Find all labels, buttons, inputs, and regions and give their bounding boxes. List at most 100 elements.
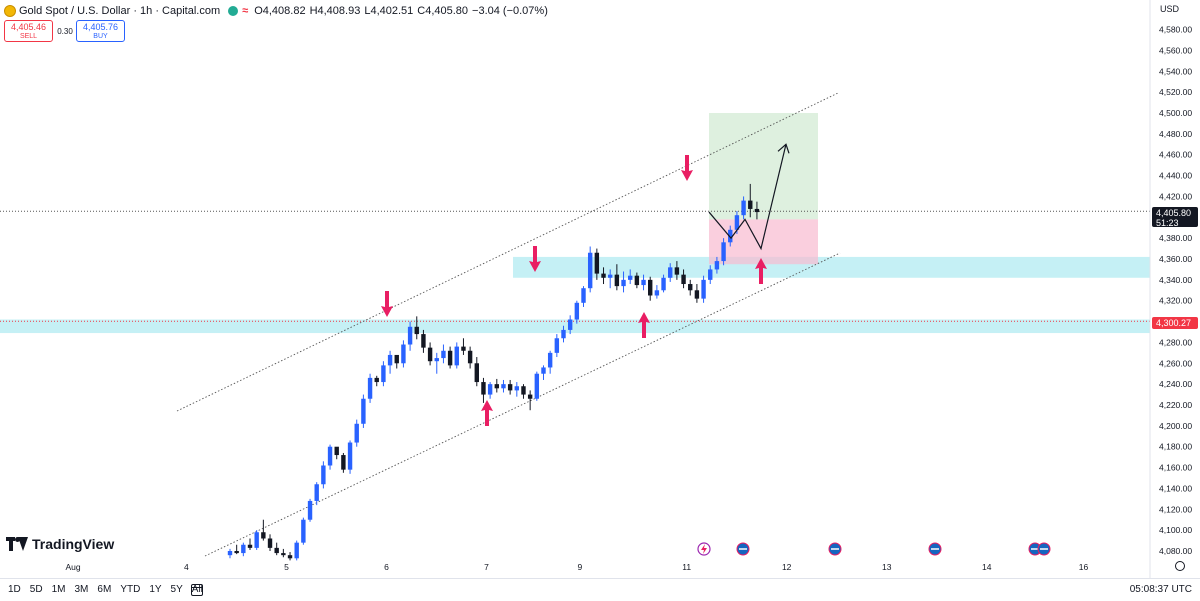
price-tick-label: 4,520.00 bbox=[1159, 87, 1192, 97]
candle-body bbox=[574, 302, 580, 320]
currency-selector[interactable]: USD bbox=[1160, 4, 1180, 14]
ohlc-low: L4,402.51 bbox=[364, 5, 414, 17]
price-tick-label: 4,260.00 bbox=[1159, 358, 1192, 368]
tradingview-mark-icon bbox=[6, 537, 28, 551]
candle-body bbox=[661, 277, 666, 291]
price-tick-label: 4,320.00 bbox=[1159, 296, 1192, 306]
price-axis-bg bbox=[1150, 0, 1200, 578]
price-tick-label: 4,540.00 bbox=[1159, 66, 1192, 76]
candles-layer bbox=[227, 183, 760, 561]
bar-countdown: 51:23 bbox=[1156, 218, 1179, 228]
price-tick-label: 4,180.00 bbox=[1159, 442, 1192, 452]
symbol-title[interactable]: Gold Spot / U.S. Dollar · 1h · Capital.c… bbox=[19, 5, 221, 17]
last-price-label: 4,405.80 51:23 bbox=[1152, 207, 1198, 228]
support-zone bbox=[0, 319, 1150, 334]
ohlc-open: O4,408.82 bbox=[254, 5, 306, 17]
price-tick-label: 4,380.00 bbox=[1159, 233, 1192, 243]
candle-body bbox=[274, 547, 279, 554]
candle-body bbox=[254, 532, 259, 548]
time-tick-label: 5 bbox=[284, 562, 289, 572]
time-tick-label: 16 bbox=[1079, 562, 1089, 572]
time-tick-label: 6 bbox=[384, 562, 389, 572]
range-3m[interactable]: 3M bbox=[74, 584, 89, 595]
utc-clock[interactable]: 05:08:37 UTC bbox=[1129, 584, 1192, 595]
price-tick-label: 4,220.00 bbox=[1159, 400, 1192, 410]
candle-body bbox=[414, 326, 419, 335]
candle-body bbox=[721, 242, 726, 262]
price-tick-label: 4,160.00 bbox=[1159, 463, 1192, 473]
ohlc-high: H4,408.93 bbox=[309, 5, 361, 17]
candle-body bbox=[621, 279, 626, 287]
candle-body bbox=[674, 267, 680, 275]
range-1d[interactable]: 1D bbox=[8, 584, 21, 595]
price-tick-label: 4,480.00 bbox=[1159, 129, 1192, 139]
candle-body bbox=[614, 274, 620, 287]
range-5y[interactable]: 5Y bbox=[170, 584, 183, 595]
price-tick-label: 4,560.00 bbox=[1159, 45, 1192, 55]
candle-body bbox=[741, 200, 746, 216]
candle-body bbox=[601, 273, 606, 278]
candle-body bbox=[708, 269, 713, 280]
candle-body bbox=[334, 446, 339, 456]
candle-body bbox=[634, 275, 640, 286]
buy-price: 4,405.76 bbox=[82, 22, 119, 32]
markers-layer bbox=[381, 143, 790, 426]
spread-value: 0.30 bbox=[57, 27, 73, 36]
candle-body bbox=[561, 329, 566, 339]
candle-body bbox=[434, 358, 439, 362]
buy-button[interactable]: 4,405.76 BUY bbox=[76, 20, 125, 42]
chart-legend: Gold Spot / U.S. Dollar · 1h · Capital.c… bbox=[4, 3, 548, 19]
candle-body bbox=[514, 386, 520, 391]
zones-layer bbox=[0, 113, 1150, 334]
price-tick-label: 4,360.00 bbox=[1159, 254, 1192, 264]
range-6m[interactable]: 6M bbox=[97, 584, 112, 595]
delay-wave-icon: ≈ bbox=[242, 5, 249, 17]
candle-body bbox=[341, 455, 346, 470]
events-row bbox=[697, 542, 1051, 556]
candle-body bbox=[648, 279, 653, 296]
range-ytd[interactable]: YTD bbox=[120, 584, 141, 595]
candle-body bbox=[734, 215, 740, 230]
candle-body bbox=[387, 354, 393, 366]
ohlc-close: C4,405.80 bbox=[417, 5, 469, 17]
calendar-icon[interactable] bbox=[191, 584, 203, 596]
candle-body bbox=[534, 373, 540, 399]
range-1y[interactable]: 1Y bbox=[149, 584, 162, 595]
sell-price: 4,405.46 bbox=[10, 22, 47, 32]
candle-body bbox=[307, 500, 313, 520]
candle-body bbox=[327, 446, 333, 466]
candle-body bbox=[447, 350, 453, 366]
candle-body bbox=[281, 553, 286, 556]
price-tick-label: 4,200.00 bbox=[1159, 421, 1192, 431]
candle-body bbox=[367, 377, 373, 399]
up-arrow-marker bbox=[638, 312, 650, 338]
gold-coin-icon bbox=[4, 5, 16, 17]
candle-body bbox=[267, 538, 273, 548]
price-tick-label: 4,240.00 bbox=[1159, 379, 1192, 389]
price-tick-label: 4,100.00 bbox=[1159, 525, 1192, 535]
candle-body bbox=[421, 334, 426, 348]
settings-icon[interactable] bbox=[1175, 561, 1185, 571]
projection-arrowhead bbox=[777, 143, 790, 154]
candle-body bbox=[247, 544, 253, 548]
buy-label: BUY bbox=[93, 33, 108, 40]
range-1m[interactable]: 1M bbox=[51, 584, 66, 595]
price-tick-label: 4,080.00 bbox=[1159, 546, 1192, 556]
candle-body bbox=[394, 354, 399, 364]
candle-body bbox=[748, 200, 753, 209]
price-tick-label: 4,500.00 bbox=[1159, 108, 1192, 118]
candle-body bbox=[641, 279, 646, 286]
target-zone bbox=[709, 113, 818, 220]
range-all[interactable]: All bbox=[191, 584, 203, 595]
range-5d[interactable]: 5D bbox=[29, 584, 43, 595]
candle-body bbox=[714, 261, 720, 270]
price-axis: 4,580.00 4,560.00 4,540.00 4,520.00 4,500.00… bbox=[1149, 0, 1200, 578]
candle-body bbox=[501, 384, 506, 389]
candle-body bbox=[374, 377, 379, 383]
up-arrow-marker bbox=[481, 400, 493, 426]
candle-body bbox=[427, 347, 433, 362]
sell-button[interactable]: 4,405.46 SELL bbox=[4, 20, 53, 42]
time-tick-label: 12 bbox=[782, 562, 792, 572]
down-arrow-marker bbox=[681, 155, 693, 181]
